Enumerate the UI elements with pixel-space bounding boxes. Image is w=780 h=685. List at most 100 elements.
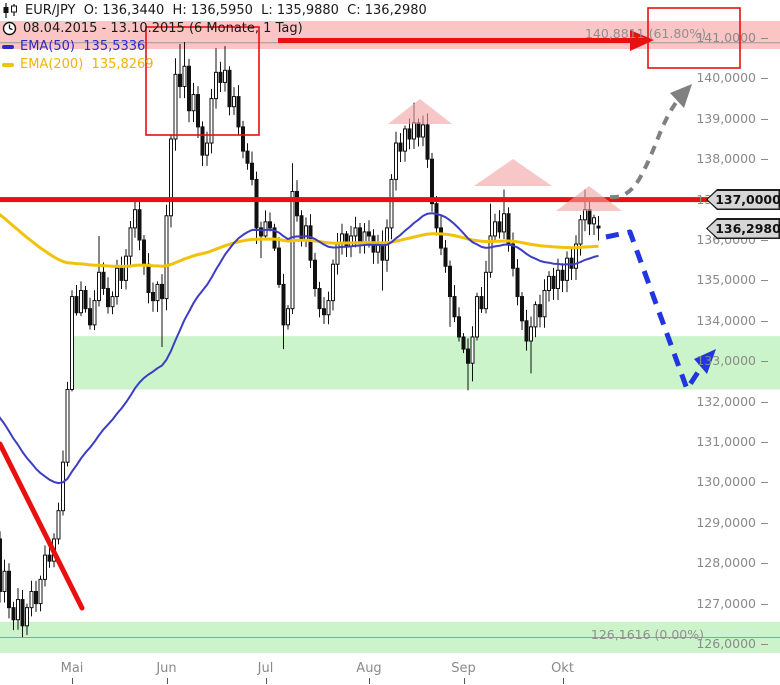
x-axis-tick <box>463 678 465 684</box>
bearish-projection-arrow <box>605 229 703 392</box>
candle-body <box>115 267 119 298</box>
candle-body <box>34 590 38 605</box>
candle-body <box>74 296 79 314</box>
y-axis-label: 127,0000 <box>696 595 756 611</box>
ema200-value: EMA(200) 135,8269 <box>20 56 154 72</box>
candle-body <box>214 71 218 100</box>
candle-body <box>259 227 263 237</box>
candle-body <box>223 69 227 83</box>
candle-body <box>358 227 362 243</box>
y-axis-label: 129,0000 <box>696 514 756 530</box>
x-axis-tick <box>72 678 73 684</box>
candle-body <box>488 235 493 273</box>
candle-body <box>155 283 160 302</box>
candle-body <box>209 98 214 144</box>
clock-icon <box>2 21 17 36</box>
bullish-projection-arrow-head <box>670 84 692 108</box>
candle-body <box>551 275 556 289</box>
candle-body <box>547 275 551 291</box>
candle-body <box>398 142 403 152</box>
x-axis-tick <box>265 678 267 684</box>
x-axis-tick <box>166 678 168 684</box>
candle-body <box>484 271 488 310</box>
candle-body <box>511 243 515 269</box>
price-tag-fill <box>707 190 779 209</box>
candle-body <box>578 219 583 245</box>
candle-body <box>565 257 569 281</box>
candle-body <box>295 191 299 217</box>
candle-body <box>475 296 479 338</box>
candle-body <box>470 336 475 364</box>
candle-body <box>29 590 34 609</box>
x-axis-tick <box>369 678 370 684</box>
candle-body <box>407 128 412 140</box>
candle-body <box>169 138 173 217</box>
candle-body <box>218 71 223 83</box>
candle-body <box>596 225 601 229</box>
fib-arrow-head <box>630 30 654 51</box>
x-axis-tick <box>562 678 564 684</box>
x-axis-month-label: Sep <box>451 661 476 676</box>
candle-body <box>466 348 470 364</box>
candle-body <box>430 158 434 205</box>
price-tag-fill <box>707 219 779 238</box>
candle-body <box>142 239 146 265</box>
candle-body <box>191 94 196 112</box>
ema50-line <box>0 212 599 485</box>
candle-body <box>290 191 295 310</box>
candle-body <box>137 209 142 241</box>
ema50-swatch-icon <box>2 44 14 49</box>
fib-618-label: 140,8811 (61.80%) <box>584 26 706 41</box>
candle-body <box>47 554 52 562</box>
y-axis-tick <box>761 118 768 120</box>
candle-body <box>97 271 101 302</box>
candle-body <box>20 599 25 627</box>
candle-body <box>146 263 151 294</box>
price-tag-resistance: 137,0000 <box>706 189 780 210</box>
x-axis-month-label: Okt <box>551 661 574 676</box>
candle-body <box>461 336 466 350</box>
candle-body <box>322 308 326 316</box>
candle-body <box>241 126 245 152</box>
candle-body <box>434 203 439 229</box>
fib-0-label: 126,1616 (0.00%) <box>590 627 704 642</box>
candle-body <box>182 65 187 87</box>
y-axis-tick <box>761 78 768 80</box>
candle-body <box>245 150 250 164</box>
y-axis-label: 134,0000 <box>696 312 756 328</box>
date-range: 08.04.2015 - 13.10.2015 (6 Monate, 1 Tag… <box>23 20 303 36</box>
y-axis-tick <box>761 442 768 443</box>
candle-body <box>65 388 70 463</box>
candle-body <box>124 255 128 281</box>
fib-618-band <box>0 21 780 49</box>
y-axis-tick <box>761 320 768 322</box>
y-axis-label: 140,0000 <box>696 70 756 86</box>
up-arrow-marker <box>388 99 452 124</box>
up-arrow-marker <box>474 159 552 186</box>
candle-body <box>196 94 200 128</box>
candle-body <box>533 304 538 328</box>
bullish-projection-arrow <box>609 98 680 200</box>
candle-body <box>443 247 448 267</box>
support-zone <box>73 336 780 390</box>
y-axis-tick <box>761 522 768 524</box>
candle-body <box>556 269 560 289</box>
candle-body <box>227 69 232 108</box>
candle-body <box>0 538 2 592</box>
bearish-projection-arrow-head <box>694 349 716 374</box>
candle-body <box>520 296 524 322</box>
candle-body <box>277 247 281 285</box>
candle-body <box>133 209 137 229</box>
up-arrow-marker <box>556 186 622 211</box>
candle-body <box>416 122 421 138</box>
highlight-box <box>145 26 260 136</box>
candle-body <box>560 269 565 281</box>
price-tag-last-price: 136,2980 <box>706 218 780 239</box>
candle-body <box>2 570 7 592</box>
y-axis-label: 133,0000 <box>696 353 756 369</box>
legend-symbol-row: EUR/JPY O: 136,3440 H: 136,5950 L: 135,9… <box>2 2 427 19</box>
y-axis-label: 128,0000 <box>696 555 756 571</box>
candle-body <box>92 300 97 326</box>
y-axis-tick <box>761 644 768 645</box>
